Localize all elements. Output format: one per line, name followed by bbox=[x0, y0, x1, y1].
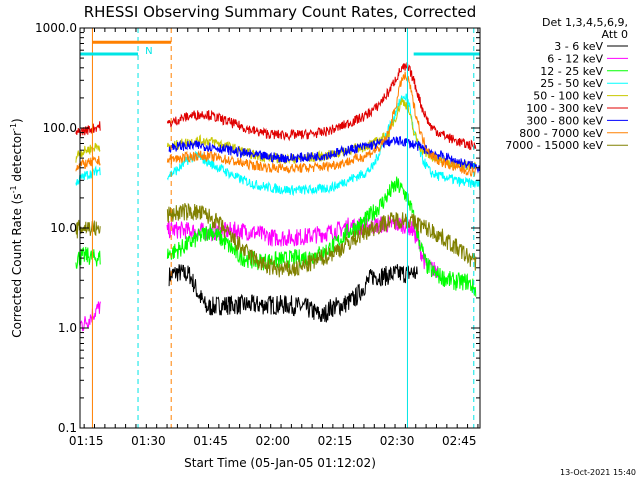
legend-label-6-12-kev: 6 - 12 keV bbox=[547, 52, 603, 65]
y-tick-label: 100.0 bbox=[43, 121, 77, 135]
legend-label-50-100-kev: 50 - 100 keV bbox=[533, 90, 603, 103]
y-axis-label-main: Corrected Count Rate (s bbox=[10, 193, 24, 337]
series-300-800-kev-line bbox=[168, 136, 480, 174]
x-tick-label: 01:30 bbox=[131, 434, 166, 448]
y-tick-label: 1.0 bbox=[58, 321, 77, 335]
y-tick-label: 1000.0 bbox=[35, 21, 77, 35]
legend-label-800-7000-kev: 800 - 7000 keV bbox=[519, 127, 603, 140]
x-tick-label: 01:15 bbox=[69, 434, 104, 448]
x-tick-label: 02:00 bbox=[255, 434, 290, 448]
legend-label-300-800-kev: 300 - 800 keV bbox=[526, 114, 603, 127]
flag-label: N bbox=[145, 46, 152, 57]
legend-label-3-6-kev: 3 - 6 keV bbox=[554, 40, 603, 53]
legend-header-line-1: Det 1,3,4,5,6,9, bbox=[542, 16, 628, 29]
y-axis-label-end: ) bbox=[10, 118, 24, 123]
y-tick-label: 10.0 bbox=[50, 221, 77, 235]
y-axis-label-sup-2: -1 bbox=[9, 123, 18, 131]
tick-layer: 0.1 1.0 10.0 100.0 1000.0 01:15 01:30 01:45 02:0… bbox=[35, 21, 480, 448]
chart-title: RHESSI Observing Summary Count Rates, Co… bbox=[84, 3, 477, 21]
y-tick-label: 0.1 bbox=[58, 421, 77, 435]
y-axis-label-sup-1: -1 bbox=[9, 185, 18, 193]
x-tick-label: 02:45 bbox=[442, 434, 477, 448]
y-axis-label-mid: detector bbox=[10, 131, 24, 186]
series-layer bbox=[75, 61, 481, 332]
legend-label-100-300-kev: 100 - 300 keV bbox=[526, 102, 603, 115]
plot-area: N 0.1 1.0 10.0 100.0 1000.0 01:15 01:30 01:45 02… bbox=[35, 21, 481, 448]
legend-header-line-2: Att 0 bbox=[602, 28, 628, 41]
timestamp-footer: 13-Oct-2021 15:40 bbox=[560, 468, 636, 477]
x-tick-label: 02:30 bbox=[380, 434, 415, 448]
x-axis-label: Start Time (05-Jan-05 01:12:02) bbox=[184, 456, 376, 470]
legend-label-25-50-kev: 25 - 50 keV bbox=[540, 77, 603, 90]
legend-label-7000-15000-kev: 7000 - 15000 keV bbox=[505, 139, 603, 152]
series-3-6-kev-line bbox=[168, 264, 418, 323]
x-tick-label: 02:15 bbox=[318, 434, 353, 448]
y-axis-label: Corrected Count Rate (s-1 detector-1) bbox=[9, 118, 24, 337]
x-tick-label: 01:45 bbox=[193, 434, 228, 448]
legend-label-12-25-kev: 12 - 25 keV bbox=[540, 65, 603, 78]
